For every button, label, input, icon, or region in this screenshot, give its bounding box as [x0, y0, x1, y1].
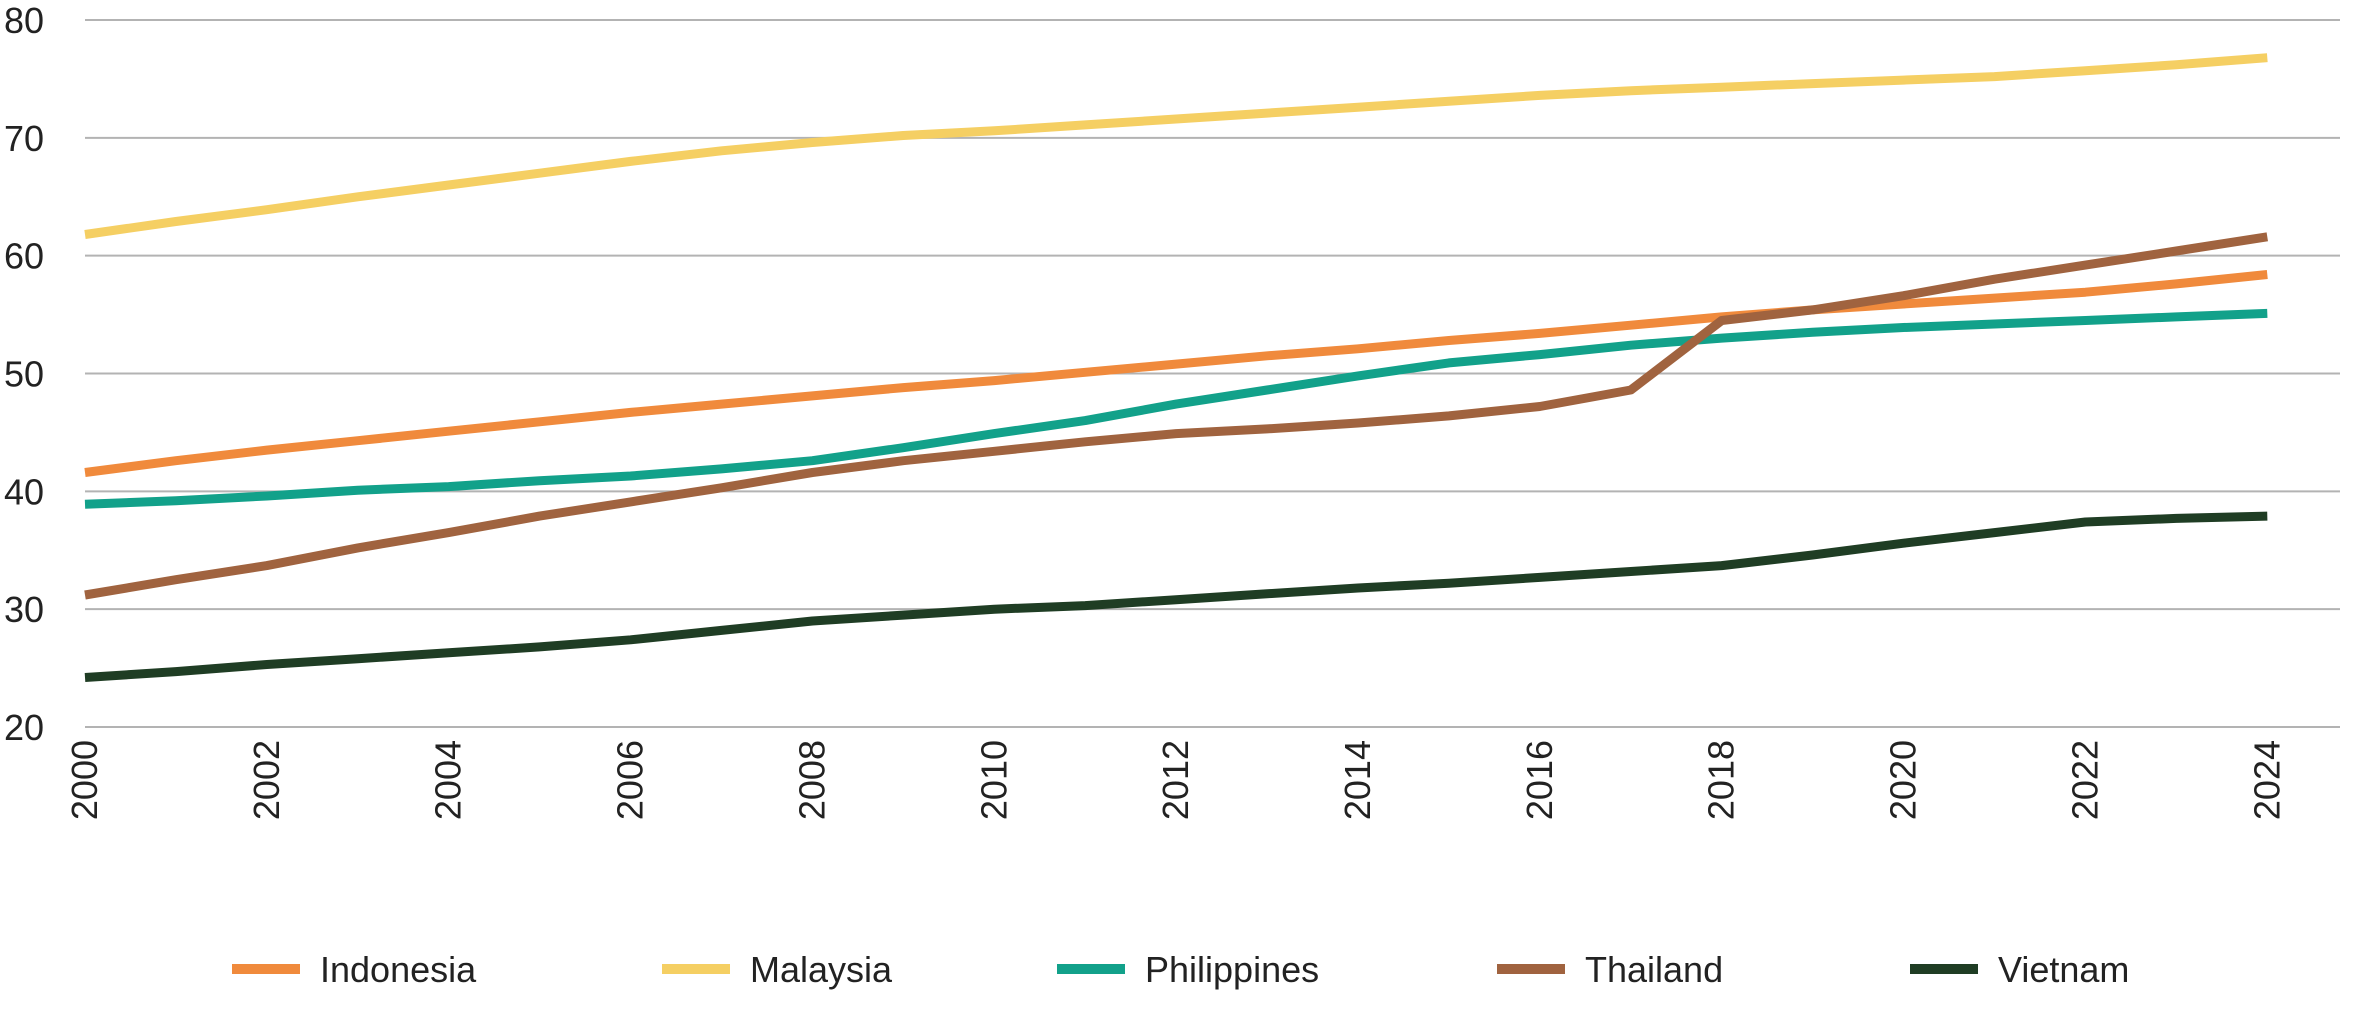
x-axis-tick-labels: 2000 2002 2004 2006 2008 2010 2012 2014 2016 2018…: [64, 740, 2287, 820]
x-tick-label: 2008: [791, 740, 832, 820]
series-lines: [84, 53, 2268, 682]
x-tick-label: 2006: [610, 740, 651, 820]
y-tick-label: 60: [4, 236, 44, 277]
series-line-philippines: [84, 308, 2268, 509]
series-line-vietnam: [84, 511, 2268, 682]
legend-label-thailand: Thailand: [1585, 949, 1723, 990]
x-tick-label: 2012: [1155, 740, 1196, 820]
y-tick-label: 80: [4, 0, 44, 41]
x-tick-label: 2000: [64, 740, 105, 820]
x-tick-label: 2024: [2246, 740, 2287, 820]
x-tick-label: 2004: [428, 740, 469, 820]
y-tick-label: 40: [4, 471, 44, 512]
legend-label-vietnam: Vietnam: [1998, 949, 2129, 990]
x-tick-label: 2014: [1337, 740, 1378, 820]
legend-label-malaysia: Malaysia: [750, 949, 893, 990]
x-tick-label: 2018: [1701, 740, 1742, 820]
gridlines: [85, 19, 2340, 728]
y-tick-label: 50: [4, 354, 44, 395]
x-tick-label: 2010: [973, 740, 1014, 820]
y-tick-label: 30: [4, 589, 44, 630]
x-tick-label: 2020: [1883, 740, 1924, 820]
y-tick-label: 20: [4, 707, 44, 748]
y-tick-label: 70: [4, 118, 44, 159]
series-line-thailand: [84, 232, 2268, 600]
legend: Indonesia Malaysia Philippines Thailand Viet…: [232, 949, 2129, 990]
series-line-indonesia: [84, 270, 2268, 477]
x-tick-label: 2016: [1519, 740, 1560, 820]
x-tick-label: 2002: [246, 740, 287, 820]
legend-label-philippines: Philippines: [1145, 949, 1319, 990]
x-tick-label: 2022: [2064, 740, 2105, 820]
series-line-malaysia: [84, 53, 2268, 239]
y-axis-tick-labels: 20 30 40 50 60 70 80: [4, 0, 44, 748]
legend-label-indonesia: Indonesia: [320, 949, 477, 990]
